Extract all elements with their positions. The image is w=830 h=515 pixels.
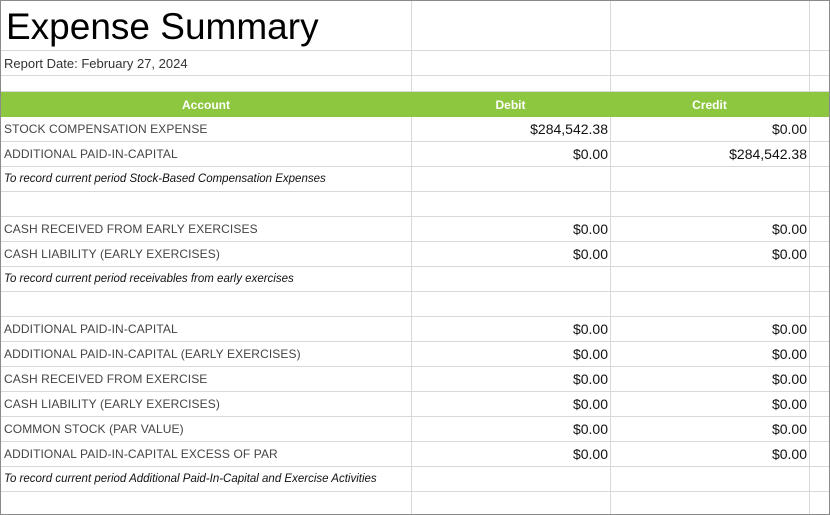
report-date-row: Report Date: February 27, 2024 — [1, 51, 829, 76]
journal-row: ADDITIONAL PAID-IN-CAPITAL (EARLY EXERCI… — [1, 342, 829, 367]
debit-cell[interactable]: $0.00 — [572, 246, 608, 262]
account-cell[interactable]: CASH LIABILITY (EARLY EXERCISES) — [4, 247, 220, 261]
account-cell[interactable]: CASH LIABILITY (EARLY EXERCISES) — [4, 397, 220, 411]
spacer-row — [1, 76, 829, 92]
account-cell[interactable]: CASH RECEIVED FROM EXERCISE — [4, 372, 208, 386]
credit-cell[interactable]: $0.00 — [771, 371, 807, 387]
account-cell[interactable]: ADDITIONAL PAID-IN-CAPITAL EXCESS OF PAR — [4, 447, 278, 461]
spacer-row — [1, 192, 829, 217]
debit-cell[interactable]: $0.00 — [572, 221, 608, 237]
page-title[interactable]: Expense Summary — [6, 5, 319, 47]
title-row: Expense Summary — [1, 1, 829, 51]
credit-cell[interactable]: $0.00 — [771, 321, 807, 337]
debit-cell[interactable]: $0.00 — [572, 396, 608, 412]
credit-cell[interactable]: $0.00 — [771, 396, 807, 412]
credit-cell[interactable]: $0.00 — [771, 346, 807, 362]
account-cell[interactable]: COMMON STOCK (PAR VALUE) — [4, 422, 184, 436]
credit-cell[interactable]: $284,542.38 — [729, 146, 807, 162]
grid-column-line — [411, 1, 412, 514]
debit-cell[interactable]: $0.00 — [572, 146, 608, 162]
debit-cell[interactable]: $0.00 — [572, 346, 608, 362]
debit-cell[interactable]: $284,542.38 — [530, 121, 608, 137]
journal-row: CASH RECEIVED FROM EARLY EXERCISES $0.00… — [1, 217, 829, 242]
spacer-row — [1, 492, 829, 514]
account-cell[interactable]: ADDITIONAL PAID-IN-CAPITAL — [4, 147, 178, 161]
credit-cell[interactable]: $0.00 — [771, 421, 807, 437]
grid-column-line — [610, 1, 611, 514]
debit-cell[interactable]: $0.00 — [572, 446, 608, 462]
spacer-row — [1, 292, 829, 317]
account-cell[interactable]: ADDITIONAL PAID-IN-CAPITAL (EARLY EXERCI… — [4, 347, 301, 361]
credit-cell[interactable]: $0.00 — [771, 121, 807, 137]
journal-row: COMMON STOCK (PAR VALUE) $0.00 $0.00 — [1, 417, 829, 442]
journal-note[interactable]: To record current period Additional Paid… — [4, 473, 377, 485]
journal-row: CASH LIABILITY (EARLY EXERCISES) $0.00 $… — [1, 392, 829, 417]
debit-column-header[interactable]: Debit — [495, 97, 526, 112]
journal-note[interactable]: To record current period receivables fro… — [4, 273, 294, 285]
column-header-row: Account Debit Credit — [1, 92, 829, 117]
credit-column-header[interactable]: Credit — [692, 97, 727, 112]
journal-note-row: To record current period Stock-Based Com… — [1, 167, 829, 192]
journal-row: CASH RECEIVED FROM EXERCISE $0.00 $0.00 — [1, 367, 829, 392]
journal-row: ADDITIONAL PAID-IN-CAPITAL $0.00 $284,54… — [1, 142, 829, 167]
journal-row: ADDITIONAL PAID-IN-CAPITAL EXCESS OF PAR… — [1, 442, 829, 467]
account-column-header[interactable]: Account — [182, 97, 230, 112]
account-cell[interactable]: STOCK COMPENSATION EXPENSE — [4, 122, 208, 136]
credit-cell[interactable]: $0.00 — [771, 246, 807, 262]
debit-cell[interactable]: $0.00 — [572, 421, 608, 437]
journal-note-row: To record current period receivables fro… — [1, 267, 829, 292]
journal-row: STOCK COMPENSATION EXPENSE $284,542.38 $… — [1, 117, 829, 142]
journal-row: ADDITIONAL PAID-IN-CAPITAL $0.00 $0.00 — [1, 317, 829, 342]
journal-row: CASH LIABILITY (EARLY EXERCISES) $0.00 $… — [1, 242, 829, 267]
journal-note[interactable]: To record current period Stock-Based Com… — [4, 173, 326, 185]
debit-cell[interactable]: $0.00 — [572, 371, 608, 387]
account-cell[interactable]: ADDITIONAL PAID-IN-CAPITAL — [4, 322, 178, 336]
grid-column-line — [809, 1, 810, 514]
debit-cell[interactable]: $0.00 — [572, 321, 608, 337]
account-cell[interactable]: CASH RECEIVED FROM EARLY EXERCISES — [4, 222, 258, 236]
journal-note-row: To record current period Additional Paid… — [1, 467, 829, 492]
credit-cell[interactable]: $0.00 — [771, 221, 807, 237]
report-date[interactable]: Report Date: February 27, 2024 — [4, 55, 188, 71]
credit-cell[interactable]: $0.00 — [771, 446, 807, 462]
